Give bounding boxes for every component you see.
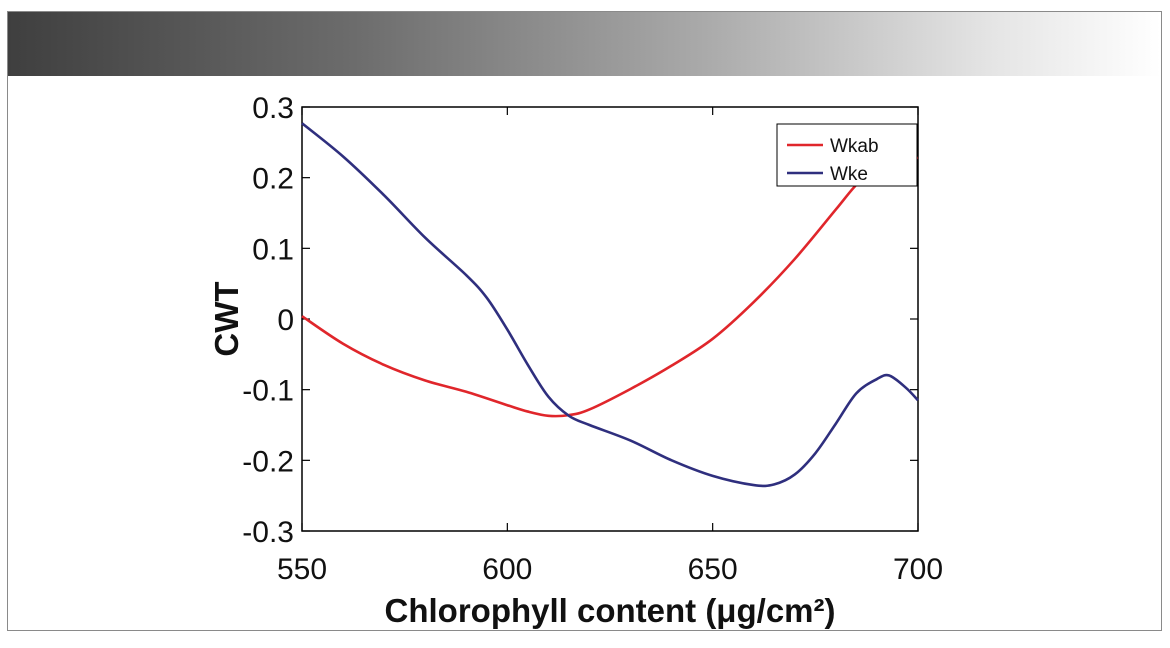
- axis-ticks: [301, 106, 919, 532]
- legend: Wkab Wke: [776, 123, 918, 187]
- legend-box: [776, 123, 918, 187]
- series-line-wke: [301, 122, 919, 488]
- series-line-wkab: [301, 156, 919, 418]
- legend-label-wke: Wke: [830, 164, 868, 185]
- y-tick-label: 0.3: [252, 92, 294, 125]
- x-axis-title: Chlorophyll content (μg/cm²): [385, 592, 836, 629]
- y-tick-label: 0.2: [252, 163, 294, 196]
- y-tick-label: -0.2: [242, 445, 294, 478]
- y-tick-label: -0.3: [242, 516, 294, 549]
- y-axis-title: CWT: [208, 281, 245, 356]
- x-tick-label: 550: [277, 553, 327, 586]
- y-tick-label: -0.1: [242, 375, 294, 408]
- x-tick-labels: 550 600 650 700: [277, 553, 943, 586]
- x-tick-label: 700: [893, 553, 943, 586]
- y-tick-label: 0: [277, 304, 294, 337]
- x-tick-label: 650: [688, 553, 738, 586]
- legend-label-wkab: Wkab: [830, 136, 879, 157]
- x-tick-label: 600: [482, 553, 532, 586]
- header-gradient-bar: [8, 12, 1161, 76]
- series-lines: [301, 122, 919, 488]
- y-tick-labels: 0.3 0.2 0.1 0 -0.1 -0.2 -0.3: [242, 92, 294, 549]
- y-tick-label: 0.1: [252, 233, 294, 266]
